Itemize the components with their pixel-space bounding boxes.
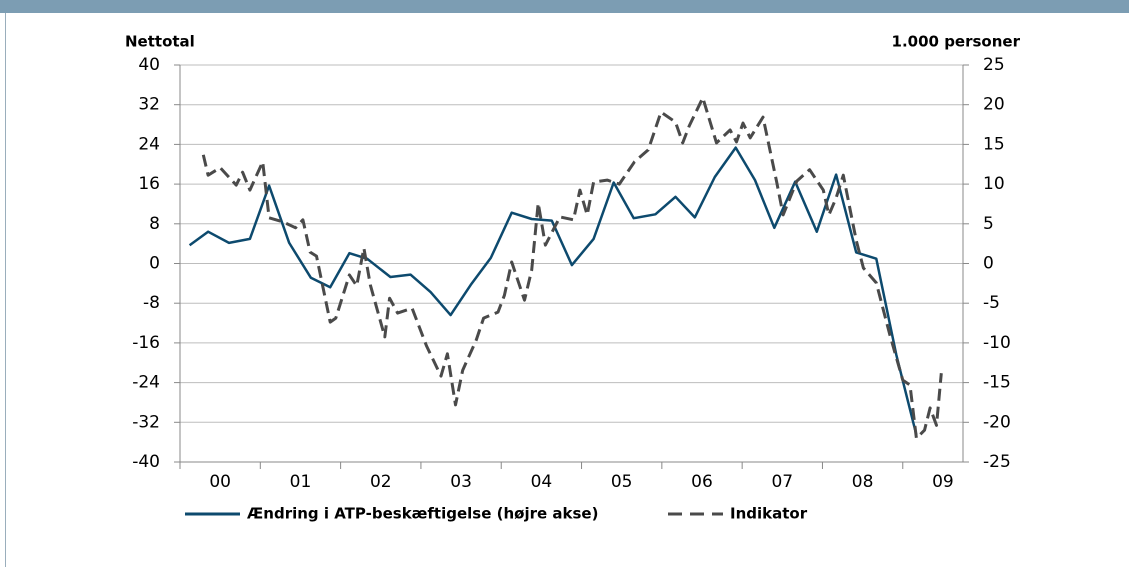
y2-axis-label: 1.000 personer [892,33,1021,51]
y2-tick-label: -5 [983,293,1000,313]
y2-tick-label: 10 [983,174,1005,194]
y2-tick-label: -25 [983,452,1011,472]
x-tick-label: 01 [290,472,312,492]
y2-tick-label: 15 [983,134,1005,154]
x-tick-label: 02 [370,472,392,492]
y-tick-label: 40 [138,55,160,75]
y-tick-label: 24 [138,134,160,154]
y2-tick-label: 0 [983,254,994,274]
x-tick-label: 03 [450,472,472,492]
x-tick-label: 04 [531,472,553,492]
y-axis-label: Nettotal [125,33,195,51]
legend-label: Indikator [730,505,808,523]
y2-tick-label: 20 [983,95,1005,115]
y-tick-label: 32 [138,95,160,115]
y-tick-label: -16 [132,333,160,353]
y2-tick-label: -20 [983,412,1011,432]
x-tick-label: 06 [691,472,713,492]
legend-label: Ændring i ATP-beskæftigelse (højre akse) [247,505,598,523]
y-tick-label: -40 [132,452,160,472]
x-tick-label: 09 [932,472,954,492]
y2-tick-label: 25 [983,55,1005,75]
series-line [188,146,918,436]
x-tick-label: 07 [771,472,793,492]
y-tick-label: -24 [132,373,160,393]
y2-tick-label: -15 [983,373,1011,393]
x-tick-label: 08 [852,472,874,492]
y-tick-label: 0 [149,254,160,274]
y2-tick-label: 5 [983,214,994,234]
y-tick-label: -32 [132,412,160,432]
x-tick-label: 05 [611,472,633,492]
top-bar [0,0,1129,13]
y2-tick-label: -10 [983,333,1011,353]
y-tick-label: 16 [138,174,160,194]
x-tick-label: 00 [209,472,231,492]
y-tick-label: -8 [143,293,160,313]
series-line [201,96,943,440]
y-tick-label: 8 [149,214,160,234]
